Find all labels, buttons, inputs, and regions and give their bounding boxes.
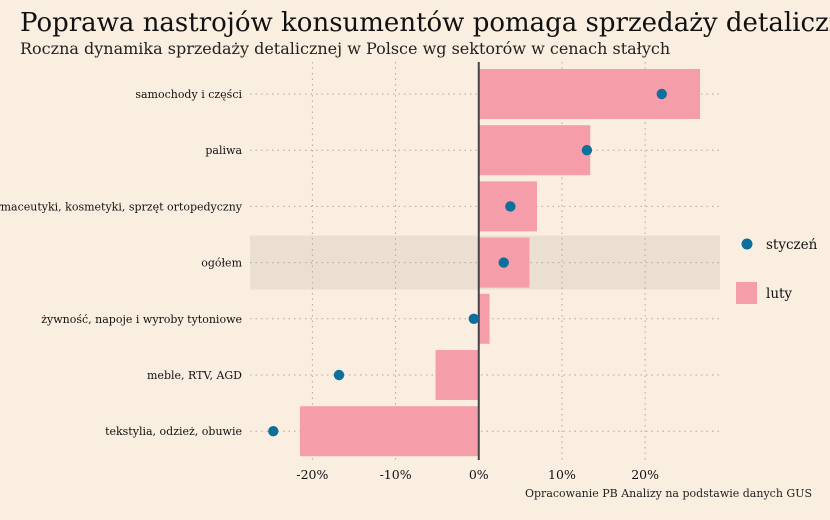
point-styczen (268, 426, 279, 437)
point-styczen (505, 201, 516, 212)
category-label: ogółem (201, 257, 242, 270)
bar-luty (435, 350, 479, 400)
legend-swatch-luty (736, 282, 757, 304)
legend-swatch-styczen (741, 238, 753, 250)
x-tick-label: 20% (631, 467, 659, 482)
chart-subtitle: Roczna dynamika sprzedaży detalicznej w … (20, 39, 671, 58)
point-styczen (581, 145, 593, 156)
point-styczen (498, 257, 509, 268)
point-styczen (333, 369, 345, 381)
category-label: samochody i części (135, 88, 242, 101)
legend-label-styczen: styczeń (766, 237, 818, 253)
category-label: meble, RTV, AGD (147, 369, 242, 382)
category-label: paliwa (205, 144, 242, 157)
bar-luty (299, 406, 479, 457)
category-label: żywność, napoje i wyroby tytoniowe (41, 313, 242, 326)
legend-label-luty: luty (766, 286, 792, 302)
point-styczen (656, 88, 667, 100)
category-label: farmaceutyki, kosmetyki, sprzęt ortopedy… (0, 200, 243, 213)
bar-luty (478, 293, 490, 344)
x-tick-label: -10% (380, 467, 412, 482)
x-tick-label: 0% (469, 467, 489, 482)
point-styczen (468, 313, 479, 324)
x-tick-label: -20% (296, 467, 328, 482)
source-note: Opracowanie PB Analizy na podstawie dany… (525, 487, 812, 500)
chart-title: Poprawa nastrojów konsumentów pomaga spr… (20, 8, 830, 38)
x-tick-label: 10% (548, 467, 576, 482)
bar-luty (478, 125, 591, 176)
category-label: tekstylia, odzież, obuwie (105, 425, 242, 438)
